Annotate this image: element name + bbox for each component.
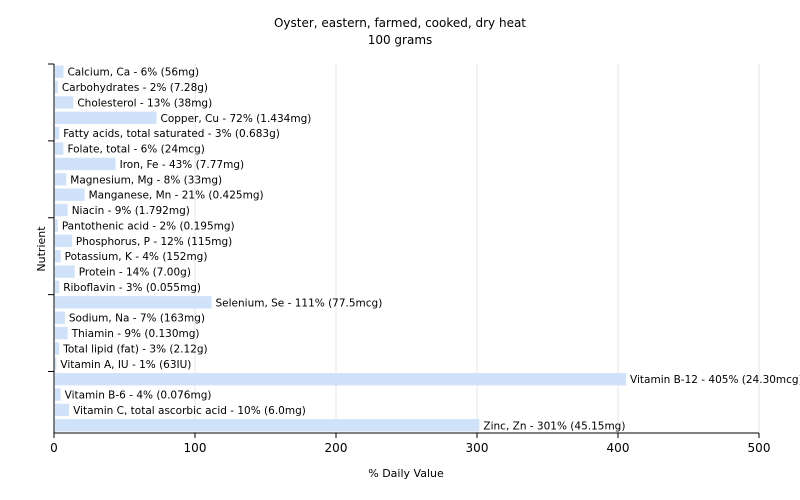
- bar: [55, 203, 68, 217]
- bars: Calcium, Ca - 6% (56mg) Carbohydrates - 2…: [55, 65, 800, 432]
- bar-label: Calcium, Ca - 6% (56mg): [67, 67, 199, 79]
- chart-title: Oyster, eastern, farmed, cooked, dry hea…: [274, 16, 526, 30]
- bar: [55, 173, 67, 186]
- bar: [55, 65, 64, 78]
- bar-label: Vitamin C, total ascorbic acid - 10% (6.…: [73, 405, 306, 417]
- x-axis-title: % Daily Value: [368, 467, 444, 480]
- bar-label: Fatty acids, total saturated - 3% (0.683…: [63, 128, 280, 140]
- bar-label: Manganese, Mn - 21% (0.425mg): [89, 190, 264, 202]
- bar: [55, 219, 58, 232]
- bar: [55, 250, 61, 263]
- bar: [55, 296, 212, 309]
- grid-lines: [194, 64, 760, 433]
- bar: [55, 80, 58, 94]
- bar: [55, 419, 480, 432]
- bar-label: Vitamin A, IU - 1% (63IU): [60, 359, 191, 371]
- bar-label: Protein - 14% (7.00g): [79, 267, 191, 279]
- y-axis-title: Nutrient: [35, 226, 48, 272]
- bar-label: Total lipid (fat) - 3% (2.12g): [62, 343, 207, 355]
- bar: [55, 265, 75, 278]
- bar: [55, 127, 60, 140]
- bar: [55, 326, 68, 340]
- bar-label: Iron, Fe - 43% (7.77mg): [120, 159, 244, 171]
- x-tick-label: 0: [50, 441, 58, 455]
- bar-label: Vitamin B-6 - 4% (0.076mg): [65, 390, 212, 402]
- axes: 0 100 200 300 400 500: [48, 63, 771, 455]
- bar-label: Selenium, Se - 111% (77.5mcg): [216, 297, 383, 309]
- bar: [55, 357, 57, 370]
- bar: [55, 373, 627, 386]
- bar-label: Copper, Cu - 72% (1.434mg): [161, 113, 312, 125]
- bar-label: Cholesterol - 13% (38mg): [77, 97, 212, 109]
- bar: [55, 96, 74, 109]
- x-tick-label: 300: [466, 441, 489, 455]
- bar-label: Zinc, Zn - 301% (45.15mg): [483, 420, 625, 432]
- bar: [55, 234, 72, 247]
- bar-label: Potassium, K - 4% (152mg): [65, 251, 208, 263]
- bar: [55, 280, 60, 294]
- bar: [55, 111, 157, 124]
- x-tick-label: 100: [184, 441, 207, 455]
- bar-label: Pantothenic acid - 2% (0.195mg): [62, 220, 235, 232]
- bar-label: Thiamin - 9% (0.130mg): [71, 328, 200, 340]
- bar: [55, 311, 65, 324]
- x-tick-label: 500: [748, 441, 771, 455]
- bar-label: Magnesium, Mg - 8% (33mg): [70, 174, 222, 186]
- x-tick-label: 400: [607, 441, 630, 455]
- bar-label: Phosphorus, P - 12% (115mg): [76, 236, 232, 248]
- bar: [55, 388, 61, 401]
- bar-label: Vitamin B-12 - 405% (24.30mcg): [630, 374, 800, 386]
- bar: [55, 403, 70, 417]
- bar-label: Riboflavin - 3% (0.055mg): [63, 282, 201, 294]
- bar-label: Niacin - 9% (1.792mg): [72, 205, 190, 217]
- bar-label: Folate, total - 6% (24mcg): [67, 144, 204, 156]
- x-tick-label: 200: [325, 441, 348, 455]
- bar: [55, 188, 85, 201]
- bar: [55, 142, 64, 155]
- bar-label: Sodium, Na - 7% (163mg): [69, 313, 205, 325]
- bar: [55, 342, 60, 355]
- bar: [55, 157, 116, 171]
- chart-subtitle: 100 grams: [368, 33, 433, 47]
- bar-label: Carbohydrates - 2% (7.28g): [62, 82, 208, 94]
